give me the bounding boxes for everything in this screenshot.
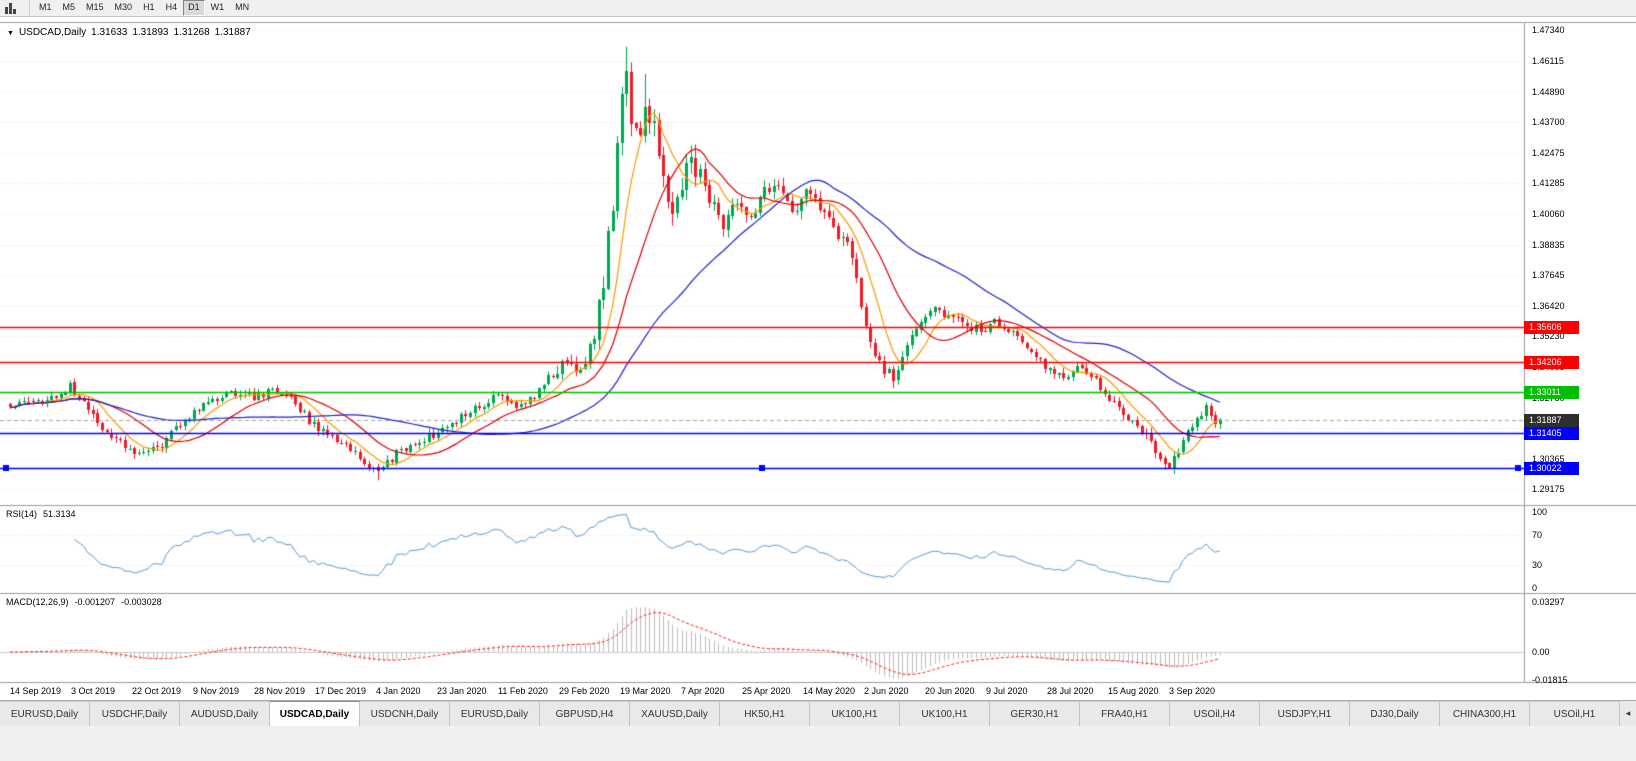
rsi-axis-label: 0: [1532, 583, 1538, 593]
date-axis-label: 20 Jun 2020: [925, 686, 975, 696]
chart-tab-16-china300-h1[interactable]: CHINA300,H1: [1440, 701, 1530, 726]
chart-tab-1-usdchf-daily[interactable]: USDCHF,Daily: [90, 701, 180, 726]
symbol-label: USDCAD,Daily: [18, 27, 87, 38]
chart-tab-bar: EURUSD,Daily USDCHF,Daily AUDUSD,Daily USDC…: [0, 700, 1636, 726]
timeframe-button-h1[interactable]: H1: [138, 0, 160, 16]
rsi-axis-label: 30: [1532, 560, 1543, 571]
date-axis-label: 9 Nov 2019: [193, 686, 240, 696]
timeframe-button-m5[interactable]: M5: [57, 0, 81, 16]
bottom-filler: [0, 726, 1636, 761]
price-axis-label: 1.40060: [1532, 208, 1565, 219]
date-axis-label: 25 Apr 2020: [742, 686, 791, 696]
chart-tab-3-usdcad-daily[interactable]: USDCAD,Daily: [270, 701, 360, 726]
chart-tab-8-hk50-h1[interactable]: HK50,H1: [720, 701, 810, 726]
timeframe-buttons: M1 M5 M15 M30 H1 H4 D1 W1 MN: [34, 0, 255, 16]
price-chart-canvas[interactable]: [0, 17, 1636, 700]
date-axis-label: 7 Apr 2020: [681, 686, 725, 696]
current-price-tag: 1.31887: [1524, 414, 1579, 428]
timeframe-button-m1[interactable]: M1: [34, 0, 57, 16]
chart-tab-4-usdcnh-daily[interactable]: USDCNH,Daily: [360, 701, 450, 726]
chart-tab-11-ger30-h1[interactable]: GER30,H1: [990, 701, 1080, 726]
price-level-tag[interactable]: 1.35606: [1524, 320, 1579, 334]
date-axis-label: 29 Feb 2020: [559, 686, 610, 696]
rsi-label-text: RSI(14): [6, 509, 38, 519]
chart-tab-0-eurusd-daily[interactable]: EURUSD,Daily: [0, 701, 90, 726]
chart-tab-12-fra40-h1[interactable]: FRA40,H1: [1080, 701, 1170, 726]
macd-axis-label: 0.00: [1532, 647, 1550, 657]
rsi-axis-label: 70: [1532, 529, 1543, 540]
price-axis-label: 1.44890: [1532, 86, 1565, 97]
chart-tab-2-audusd-daily[interactable]: AUDUSD,Daily: [180, 701, 270, 726]
date-axis-label: 9 Jul 2020: [986, 686, 1028, 696]
price-level-tag[interactable]: 1.31405: [1524, 426, 1579, 440]
ohlc-low: 1.31268: [173, 27, 210, 38]
date-axis-label: 28 Jul 2020: [1047, 686, 1094, 696]
chart-tab-17-usoil-h1[interactable]: USOil,H1: [1530, 701, 1620, 726]
chart-tab-13-usoil-h4[interactable]: USOil,H4: [1170, 701, 1260, 726]
timeframe-button-m15[interactable]: M15: [81, 0, 109, 16]
timeframe-button-mn[interactable]: MN: [230, 0, 255, 16]
timeframe-button-m30[interactable]: M30: [109, 0, 138, 16]
price-axis-label: 1.36420: [1532, 300, 1565, 311]
macd-signal-value: -0.003028: [121, 597, 162, 607]
ohlc-open: 1.31633: [91, 27, 128, 38]
chart-tab-15-dj30-daily[interactable]: DJ30,Daily: [1350, 701, 1440, 726]
price-axis-label: 1.35230: [1532, 331, 1565, 341]
date-axis-label: 4 Jan 2020: [376, 686, 421, 696]
chart-type-icon-bar: [13, 9, 16, 14]
chart-tab-9-uk100-h1[interactable]: UK100,H1: [810, 701, 900, 726]
price-axis-label: 1.46115: [1532, 55, 1564, 66]
price-axis-label: 1.29175: [1532, 484, 1565, 494]
date-axis-label: 14 May 2020: [803, 686, 856, 696]
price-axis-label: 1.41285: [1532, 178, 1565, 188]
price-axis-label: 1.47340: [1532, 25, 1565, 35]
date-axis-label: 17 Dec 2019: [315, 686, 367, 696]
timeframe-button-d1[interactable]: D1: [183, 0, 205, 16]
price-axis-label: 1.30365: [1532, 453, 1565, 464]
date-axis-label: 11 Feb 2020: [498, 686, 548, 696]
rsi-indicator-label: RSI(14) 51.3134: [6, 509, 76, 519]
date-axis-label: 28 Nov 2019: [254, 686, 306, 696]
chart-type-icon-bar: [5, 7, 8, 14]
tab-scroll-left-icon[interactable]: ◂: [1620, 701, 1636, 726]
chart-type-icon-bar: [9, 3, 12, 14]
price-axis-label: 1.42475: [1532, 147, 1565, 158]
price-axis-label: 1.43700: [1532, 116, 1565, 127]
chart-title: ▼ USDCAD,Daily 1.31633 1.31893 1.31268 1…: [7, 27, 251, 38]
chart-tab-7-xauusd-daily[interactable]: XAUUSD,Daily: [630, 701, 720, 726]
timeframe-button-h4[interactable]: H4: [160, 0, 183, 16]
chart-tab-5-eurusd-daily[interactable]: EURUSD,Daily: [450, 701, 540, 726]
rsi-current-value: 51.3134: [43, 509, 76, 519]
chart-tab-6-gbpusd-h4[interactable]: GBPUSD,H4: [540, 701, 630, 726]
chart-window: ▼ USDCAD,Daily 1.31633 1.31893 1.31268 1…: [0, 17, 1636, 700]
chart-type-icon[interactable]: [3, 1, 30, 15]
price-level-tag[interactable]: 1.33011: [1524, 386, 1579, 400]
macd-main-value: -0.001207: [74, 597, 116, 607]
date-axis-label: 19 Mar 2020: [620, 686, 671, 696]
date-axis-label: 3 Sep 2020: [1169, 686, 1216, 696]
ohlc-close: 1.31887: [214, 27, 251, 38]
date-axis-label: 2 Jun 2020: [864, 686, 909, 696]
macd-indicator-label: MACD(12,26,9) -0.001207 -0.003028: [6, 597, 162, 607]
macd-axis-label: 0.03297: [1532, 597, 1565, 608]
price-axis-label: 1.37645: [1532, 269, 1565, 280]
price-axis-label: 1.38835: [1532, 239, 1565, 250]
symbol-dropdown-icon[interactable]: ▼: [7, 29, 14, 37]
macd-label-text: MACD(12,26,9): [6, 597, 69, 607]
chart-tab-14-usdjpy-h1[interactable]: USDJPY,H1: [1260, 701, 1350, 726]
price-level-tag[interactable]: 1.34206: [1524, 355, 1579, 369]
date-axis-label: 23 Jan 2020: [437, 686, 487, 696]
macd-axis-label: -0.01815: [1532, 674, 1568, 685]
price-level-tag[interactable]: 1.30022: [1524, 461, 1579, 475]
date-axis-label: 14 Sep 2019: [10, 686, 62, 696]
chart-tab-10-uk100-h1[interactable]: UK100,H1: [900, 701, 990, 726]
rsi-axis-label: 100: [1532, 507, 1548, 517]
ohlc-high: 1.31893: [132, 27, 169, 38]
date-axis-label: 3 Oct 2019: [71, 686, 116, 696]
date-axis-label: 22 Oct 2019: [132, 686, 182, 696]
timeframe-button-w1[interactable]: W1: [205, 0, 230, 16]
timeframe-toolbar: M1 M5 M15 M30 H1 H4 D1 W1 MN: [0, 0, 1636, 17]
date-axis-label: 15 Aug 2020: [1108, 686, 1159, 696]
